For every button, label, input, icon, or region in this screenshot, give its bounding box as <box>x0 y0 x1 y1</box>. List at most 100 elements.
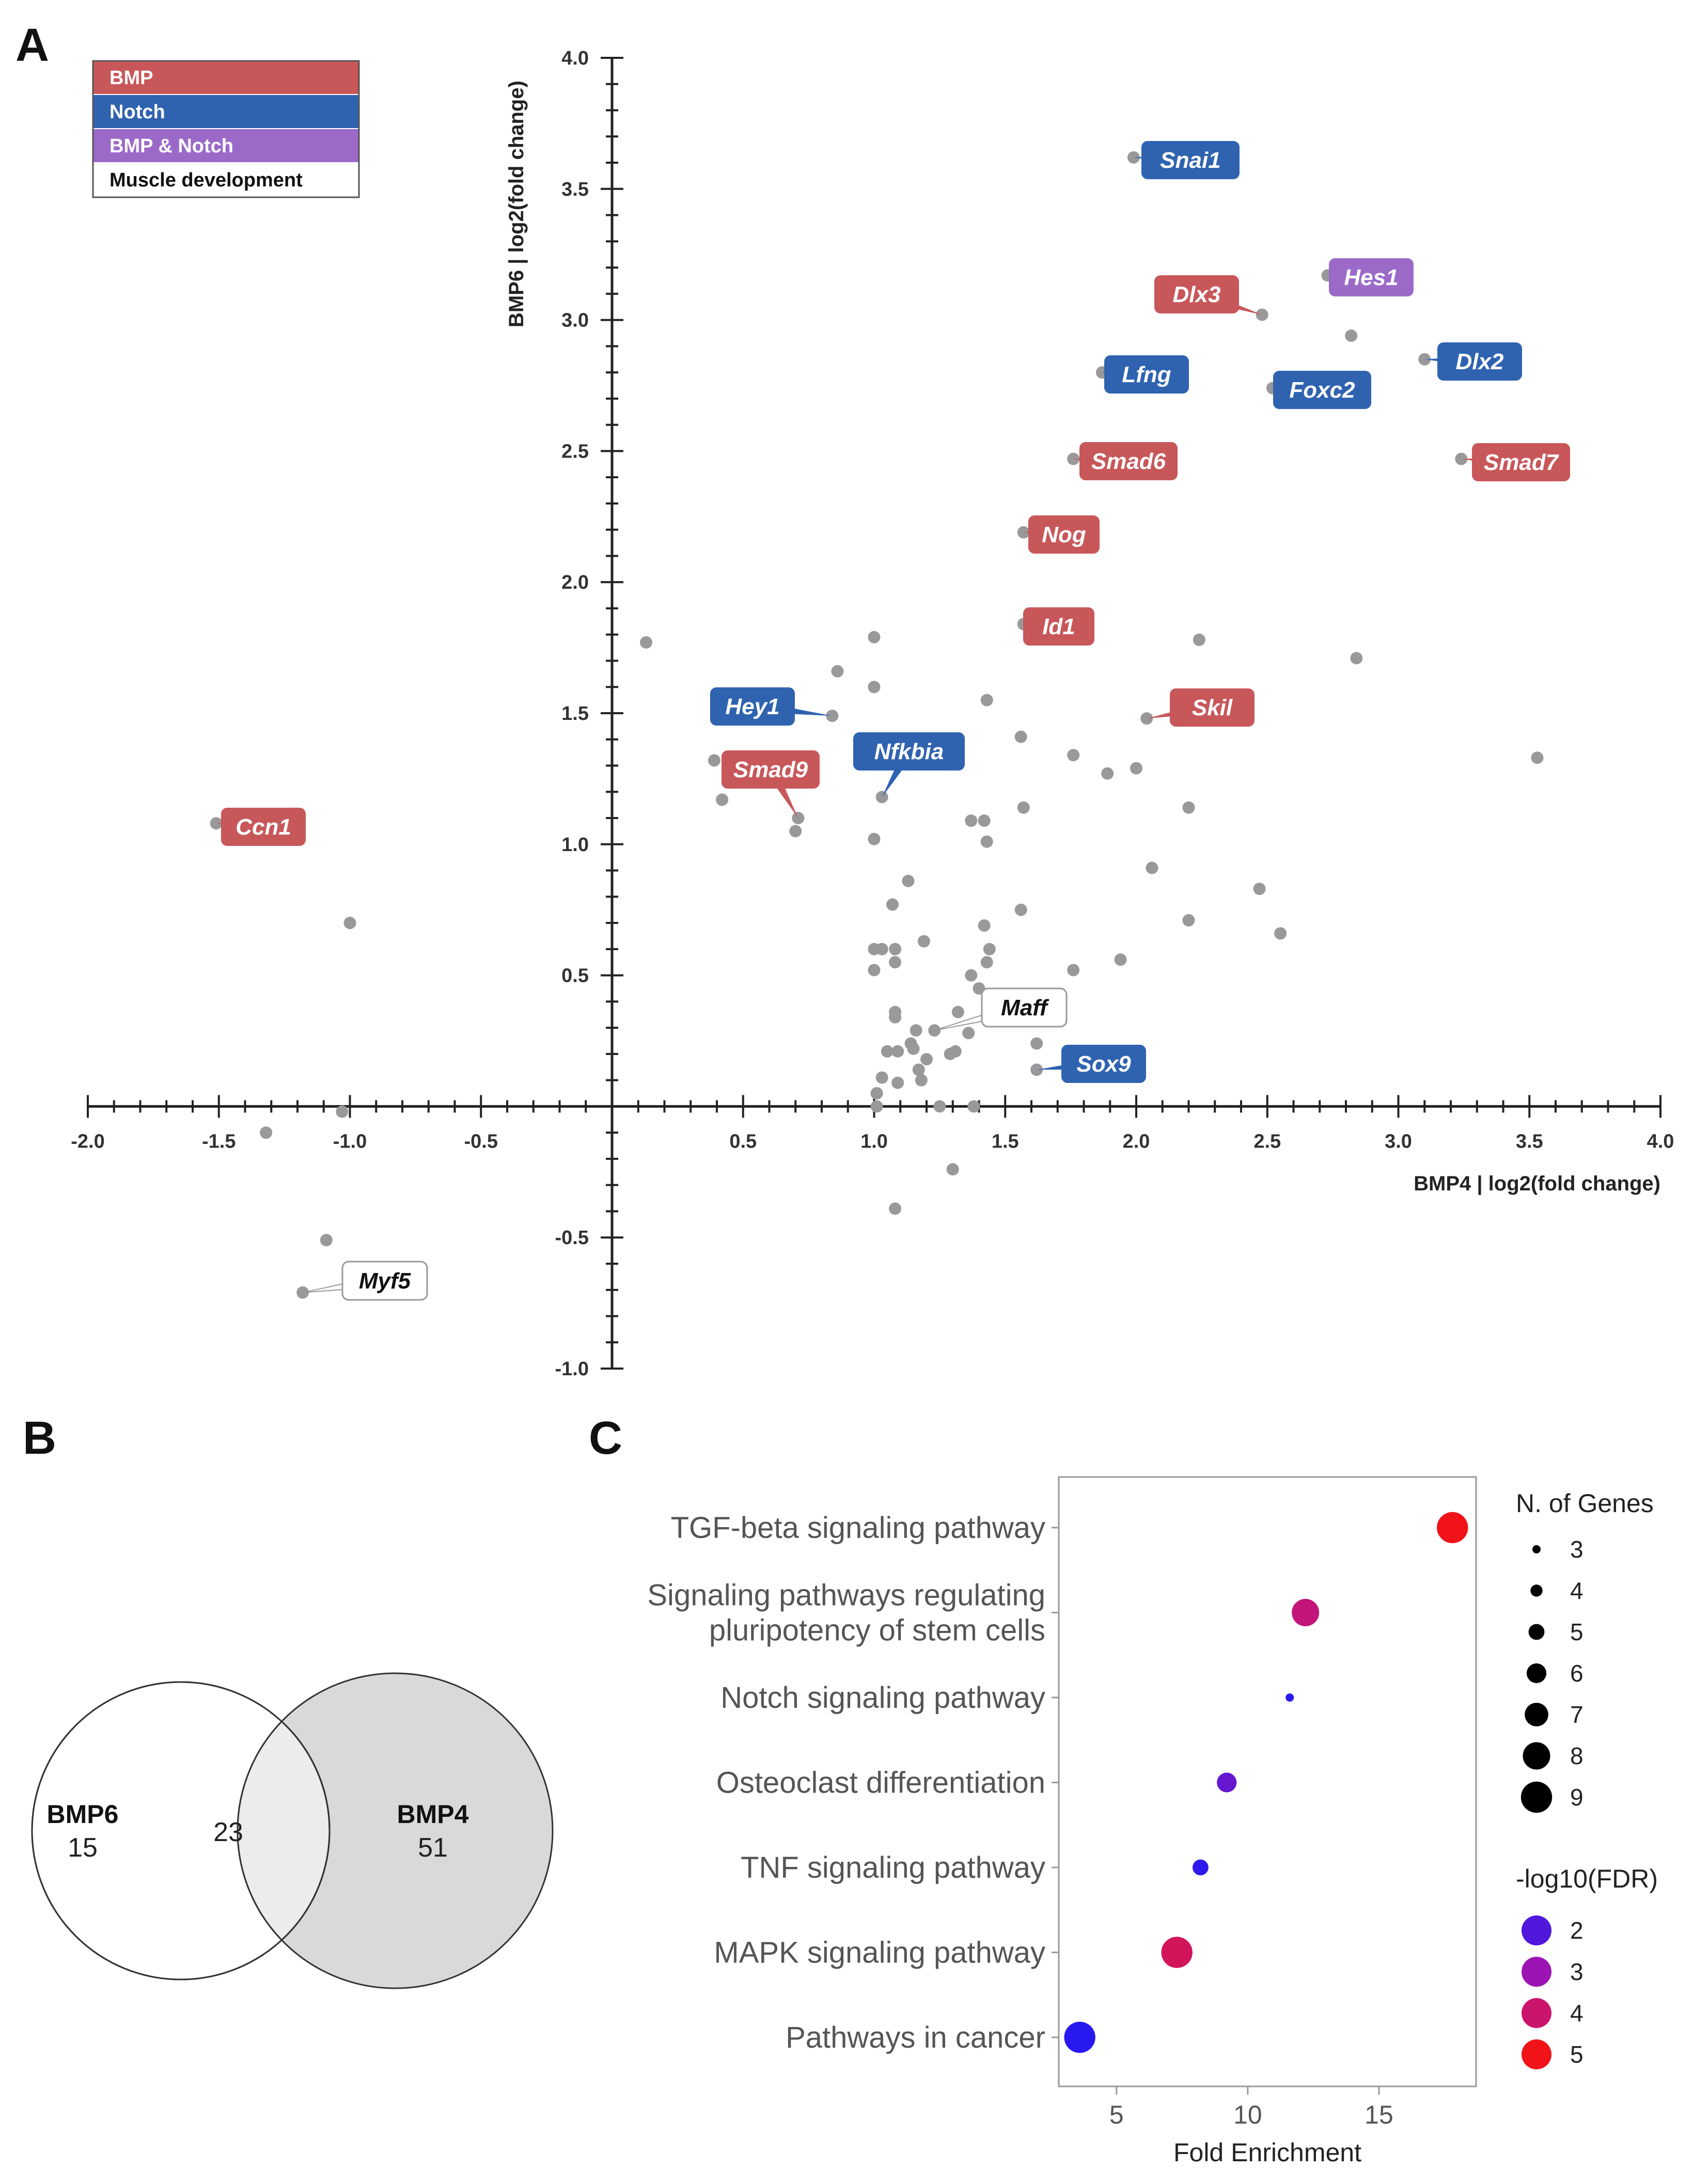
gene-point <box>1067 749 1080 762</box>
size-legend-dot <box>1528 1624 1545 1640</box>
gene-point <box>1182 801 1195 814</box>
venn-diagram: BMP6 15 23 BMP4 51 <box>31 1672 554 1989</box>
gene-point <box>868 964 881 977</box>
gene-name: Hey1 <box>725 694 779 719</box>
color-legend-label: 5 <box>1570 2041 1584 2068</box>
gene-point <box>1253 883 1266 895</box>
gene-point <box>902 874 915 887</box>
size-legend-label: 4 <box>1570 1577 1584 1604</box>
pathway-row: Osteoclast differentiation <box>716 1766 1237 1800</box>
label-box <box>1023 607 1094 646</box>
color-legend-dot <box>1522 1957 1551 1987</box>
gene-point <box>967 1100 980 1113</box>
gene-label-sox9: Sox9 <box>1030 1045 1146 1083</box>
gene-point <box>891 1076 904 1089</box>
gene-point <box>881 1045 893 1058</box>
legend-swatch <box>93 129 359 162</box>
label-box <box>1079 442 1178 480</box>
size-legend-label: 9 <box>1570 1784 1584 1811</box>
size-legend-label: 7 <box>1570 1701 1584 1728</box>
x-tick-label: 15 <box>1365 2100 1393 2129</box>
x-tick-label: 2.0 <box>1123 1130 1150 1152</box>
gene-point <box>831 665 844 678</box>
gene-point <box>889 942 902 955</box>
label-box <box>722 750 820 789</box>
label-box <box>1329 258 1414 296</box>
pathway-label: pluripotency of stem cells <box>709 1614 1045 1647</box>
label-box <box>1061 1045 1146 1083</box>
gene-name: Snai1 <box>1160 148 1220 173</box>
gene-name: Dlx3 <box>1173 282 1221 307</box>
pathway-label: Signaling pathways regulating <box>647 1579 1045 1612</box>
gene-point <box>1531 751 1544 764</box>
gene-point <box>891 1045 904 1058</box>
gene-name: Maff <box>1001 995 1049 1020</box>
x-tick-label: 3.0 <box>1385 1130 1412 1152</box>
size-legend-label: 5 <box>1570 1619 1584 1645</box>
x-tick-label: 3.5 <box>1516 1130 1543 1152</box>
gene-point <box>889 1011 902 1024</box>
label-box <box>1141 141 1240 179</box>
size-legend-label: 3 <box>1570 1536 1584 1563</box>
label-box <box>1170 688 1255 727</box>
size-legend-dot <box>1523 1742 1550 1770</box>
venn-label-bmp4: BMP4 <box>397 1800 469 1829</box>
legend-entry-muscle-development: Muscle development <box>93 163 359 196</box>
gene-point <box>965 969 978 982</box>
color-legend-label: 4 <box>1570 2000 1584 2026</box>
pathway-row: MAPK signaling pathway <box>714 1936 1193 1970</box>
x-tick-label: -2.0 <box>71 1130 104 1152</box>
scatter-axes: -2.0 -1.5 -1.0 -0.5 0.5 1.0 1.5 2.0 2.5 3.0 3.5 4.0… <box>71 48 1674 1380</box>
gene-point <box>789 825 802 838</box>
pathway-label: Pathways in cancer <box>786 2021 1045 2054</box>
gene-name: Ccn1 <box>236 814 291 840</box>
legend-swatch <box>93 163 359 196</box>
gene-point <box>875 1071 888 1084</box>
category-legend: BMP Notch BMP & Notch Muscle development <box>92 60 360 198</box>
gene-point <box>915 1074 928 1087</box>
gene-name: Dlx2 <box>1456 349 1504 374</box>
legend-label: Notch <box>109 101 165 123</box>
label-box <box>1154 275 1239 313</box>
gene-point <box>912 1063 925 1076</box>
volcano-style-scatter: -2.0 -1.5 -1.0 -0.5 0.5 1.0 1.5 2.0 2.5 3.0 3.5 4.0… <box>71 48 1674 1380</box>
x-tick-label: 4.0 <box>1647 1130 1674 1152</box>
gene-point <box>917 935 930 948</box>
venn-count-bmp4: 51 <box>418 1833 448 1863</box>
enrichment-dot-plot: TGF-beta signaling pathway Signaling path… <box>647 1476 1658 2167</box>
pathway-label: Notch signaling pathway <box>720 1681 1045 1715</box>
y-tick-label: 1.0 <box>561 834 589 856</box>
gene-point <box>320 1234 333 1247</box>
pathway-label: TNF signaling pathway <box>741 1851 1045 1884</box>
gene-point <box>1101 767 1114 780</box>
gene-point <box>1067 964 1080 977</box>
y-tick-label: 0.5 <box>561 965 589 987</box>
x-tick-label: -1.5 <box>202 1130 236 1152</box>
gene-point <box>983 942 996 955</box>
gene-label-snai1: Snai1 <box>1127 141 1240 179</box>
y-tick-label: 2.5 <box>561 441 589 462</box>
pathway-label: Osteoclast differentiation <box>716 1766 1045 1800</box>
y-tick-label: 4.0 <box>561 48 589 69</box>
label-box <box>1472 443 1570 481</box>
pathway-row: Signaling pathways regulatingpluripotenc… <box>647 1579 1320 1647</box>
size-legend: N. of Genes 3 4 5 6 7 8 9 <box>1516 1489 1654 1813</box>
gene-point <box>980 956 993 969</box>
label-box <box>1028 515 1100 554</box>
pathway-dot <box>1286 1693 1294 1702</box>
gene-point <box>868 681 881 694</box>
gene-point <box>965 814 978 827</box>
y-tick-label: -0.5 <box>555 1227 589 1249</box>
gene-name: Foxc2 <box>1289 378 1355 403</box>
gene-point <box>980 694 993 706</box>
gene-label-smad7: Smad7 <box>1455 443 1570 481</box>
x-tick-label: 5 <box>1109 2100 1124 2129</box>
gene-point <box>1114 953 1127 966</box>
gene-point <box>1182 914 1195 927</box>
dot-plot-x-title: Fold Enrichment <box>1173 2138 1361 2167</box>
pathway-dot <box>1161 1937 1193 1968</box>
gene-label-hey1: Hey1 <box>710 687 839 726</box>
legend-entry-bmp: BMP <box>93 61 359 94</box>
gene-label-lfng: Lfng <box>1096 355 1189 394</box>
